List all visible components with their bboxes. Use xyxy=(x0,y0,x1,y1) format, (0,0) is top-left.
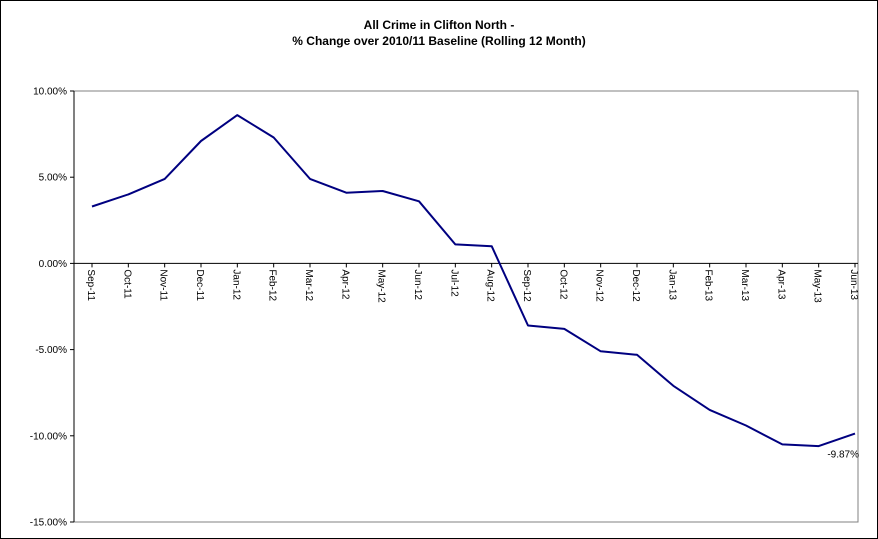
y-tick-label: 5.00% xyxy=(39,173,67,184)
plot-area: 10.00% 5.00% 0.00% -5.00% -10.00% -15.00% Sep-… xyxy=(30,87,859,529)
x-tick-label: Jun-12 xyxy=(412,269,423,300)
x-tick-label: Jan-13 xyxy=(666,269,677,300)
x-tick-label: Oct-12 xyxy=(557,269,568,299)
y-tick-label: -15.00% xyxy=(30,518,67,529)
x-tick-label: Apr-13 xyxy=(775,269,786,299)
y-tick-label: 10.00% xyxy=(33,87,67,98)
plot-border xyxy=(73,90,859,523)
y-tick-label: -10.00% xyxy=(30,431,67,442)
x-tick-label: May-12 xyxy=(376,269,387,303)
x-tick-label: Mar-13 xyxy=(739,269,750,301)
x-tick-label: Mar-12 xyxy=(303,269,314,301)
x-tick-label: Apr-12 xyxy=(339,269,350,299)
x-tick-label: Jun-13 xyxy=(848,269,859,300)
x-tick-label: Nov-12 xyxy=(594,269,605,302)
x-tick-label: Dec-11 xyxy=(194,269,205,301)
data-label: -9.87% xyxy=(827,450,859,461)
x-tick-label: May-13 xyxy=(812,269,823,303)
x-tick-label: Jan-12 xyxy=(230,269,241,300)
x-tick-label: Aug-12 xyxy=(485,269,496,302)
x-tick-label: Nov-11 xyxy=(158,269,169,301)
x-tick-label: Feb-12 xyxy=(267,269,278,301)
x-tick-label: Oct-11 xyxy=(121,269,132,299)
x-tick-label: Sep-12 xyxy=(521,269,532,302)
chart-title-line-2: % Change over 2010/11 Baseline (Rolling … xyxy=(292,34,585,48)
series-line xyxy=(91,114,856,448)
x-tick-label: Feb-13 xyxy=(703,269,714,301)
y-tick-label: 0.00% xyxy=(39,259,67,270)
x-tick-label: Jul-12 xyxy=(448,269,459,297)
x-tick-label: Dec-12 xyxy=(630,269,641,302)
y-tick-label: -5.00% xyxy=(35,345,67,356)
x-tick-label: Sep-11 xyxy=(85,269,96,301)
chart-title-line-1: All Crime in Clifton North - xyxy=(364,18,515,32)
